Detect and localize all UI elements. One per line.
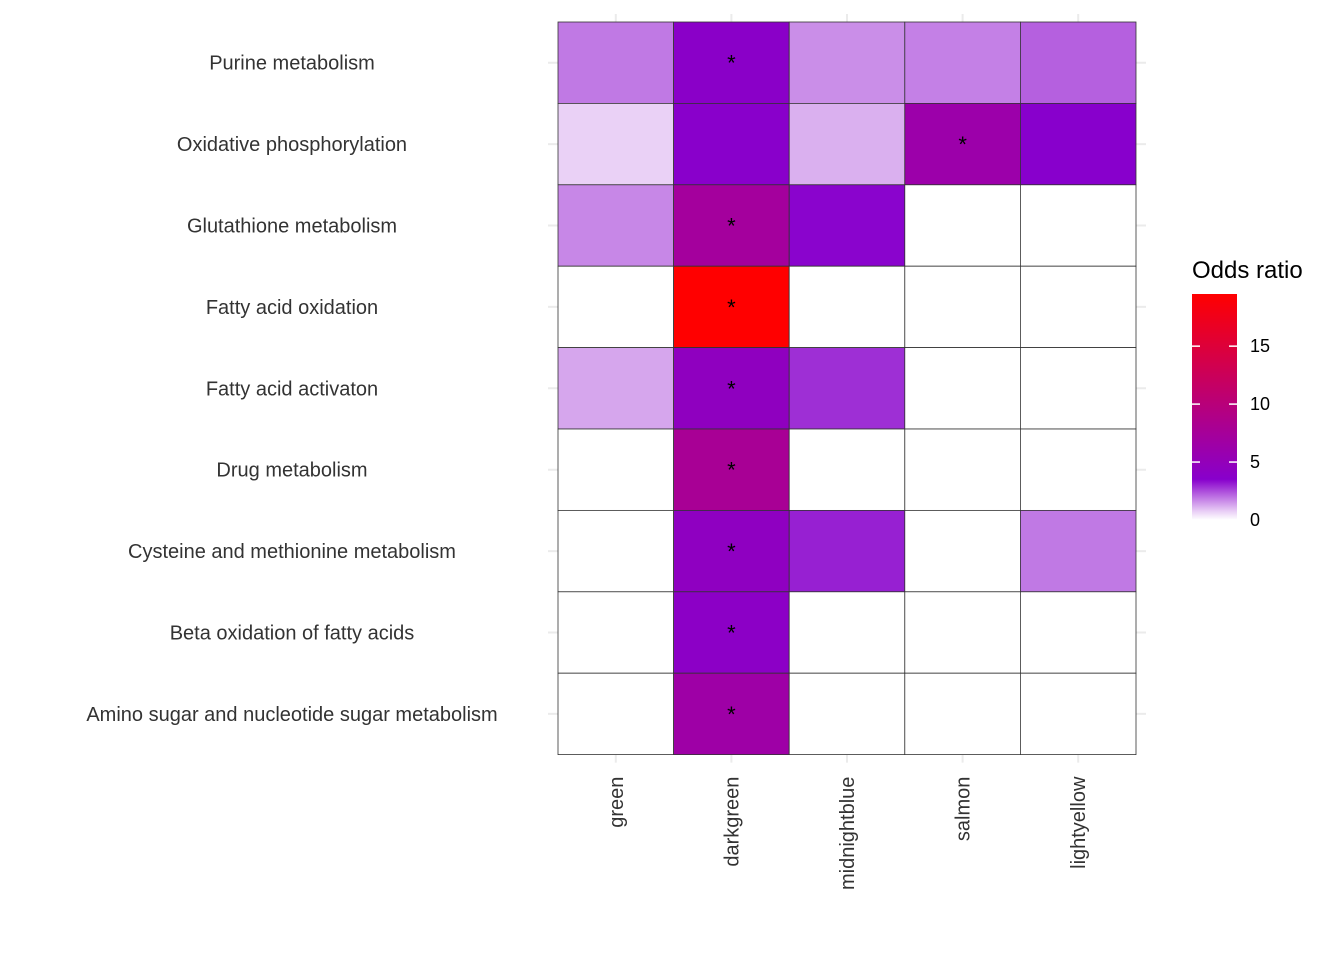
legend-title: Odds ratio — [1192, 257, 1303, 284]
heatmap-cell — [788, 509, 906, 593]
legend: Odds ratio 0 5 10 15 — [1192, 257, 1303, 530]
heatmap-cell — [904, 184, 1021, 267]
heatmap-cell — [673, 509, 790, 593]
legend-tick-label: 10 — [1250, 394, 1270, 414]
heatmap-cell — [673, 428, 790, 511]
heatmap-cell — [1020, 591, 1137, 674]
heatmap-cell — [1020, 184, 1137, 267]
significance-marker: * — [958, 132, 967, 157]
row-label: Amino sugar and nucleotide sugar metabol… — [86, 704, 497, 726]
heatmap-cell — [1020, 509, 1137, 593]
heatmap-cell — [673, 184, 790, 267]
heatmap-cell — [788, 184, 906, 267]
heatmap-cell — [557, 591, 674, 674]
heatmap-cell — [557, 184, 674, 267]
heatmap-cell — [788, 265, 906, 349]
heatmap-cell — [673, 103, 790, 186]
heatmap-cell — [1020, 21, 1137, 104]
row-label: Cysteine and methionine metabolism — [128, 541, 456, 563]
heatmap-cell — [904, 347, 1021, 430]
legend-tick-label: 0 — [1250, 510, 1260, 530]
heatmap-cell — [1020, 347, 1137, 430]
heatmap-cell — [557, 672, 674, 756]
significance-marker: * — [727, 621, 736, 646]
heatmap-cell — [904, 591, 1021, 674]
row-labels: Purine metabolism Oxidative phosphorylati… — [86, 53, 497, 726]
significance-marker: * — [727, 51, 736, 76]
column-label: darkgreen — [721, 777, 743, 867]
heatmap-cell — [1020, 265, 1137, 349]
heatmap-cell — [673, 672, 790, 756]
significance-marker: * — [727, 295, 736, 320]
heatmap-cell — [904, 672, 1021, 756]
heatmap-cell — [904, 265, 1021, 349]
column-label: green — [606, 777, 628, 828]
heatmap-cell — [904, 21, 1021, 104]
heatmap-cell — [1020, 103, 1137, 186]
heatmap-cell — [788, 591, 906, 674]
column-label: salmon — [953, 777, 975, 841]
heatmap-cell — [557, 21, 674, 104]
legend-tick-label: 15 — [1250, 336, 1270, 356]
column-labels: green darkgreen midnightblue salmon lightyel… — [606, 776, 1090, 890]
significance-marker: * — [727, 214, 736, 239]
row-label: Glutathione metabolism — [187, 216, 397, 238]
row-label: Fatty acid activaton — [206, 378, 378, 400]
significance-markers: * * * * * * * * * — [727, 51, 967, 727]
heatmap-cell — [557, 103, 674, 186]
row-label: Drug metabolism — [216, 460, 367, 482]
significance-marker: * — [727, 702, 736, 727]
heatmap-cell — [904, 428, 1021, 511]
row-label: Beta oxidation of fatty acids — [170, 623, 415, 645]
significance-marker: * — [727, 376, 736, 401]
heatmap-cell — [557, 347, 674, 430]
heatmap-cell — [557, 265, 674, 349]
legend-ticks: 0 5 10 15 — [1192, 336, 1270, 530]
legend-colorbar — [1192, 294, 1237, 520]
column-label: midnightblue — [837, 777, 859, 890]
heatmap-cell — [788, 21, 906, 104]
heatmap-cell — [788, 347, 906, 430]
heatmap-cell — [673, 347, 790, 430]
heatmap-cell — [1020, 428, 1137, 511]
row-label: Fatty acid oxidation — [206, 297, 378, 319]
heatmap-cell — [788, 672, 906, 756]
heatmap-cell — [673, 591, 790, 674]
heatmap-cells — [557, 21, 1137, 756]
significance-marker: * — [727, 458, 736, 483]
heatmap-cell — [788, 428, 906, 511]
heatmap-cell — [557, 428, 674, 511]
significance-marker: * — [727, 539, 736, 564]
row-label: Oxidative phosphorylation — [177, 134, 407, 156]
heatmap-cell — [904, 509, 1021, 593]
column-label: lightyellow — [1068, 776, 1090, 869]
heatmap-cell — [788, 103, 906, 186]
heatmap-cell — [1020, 672, 1137, 756]
row-label: Purine metabolism — [209, 53, 375, 75]
legend-tick-label: 5 — [1250, 452, 1260, 472]
heatmap-cell — [557, 509, 674, 593]
